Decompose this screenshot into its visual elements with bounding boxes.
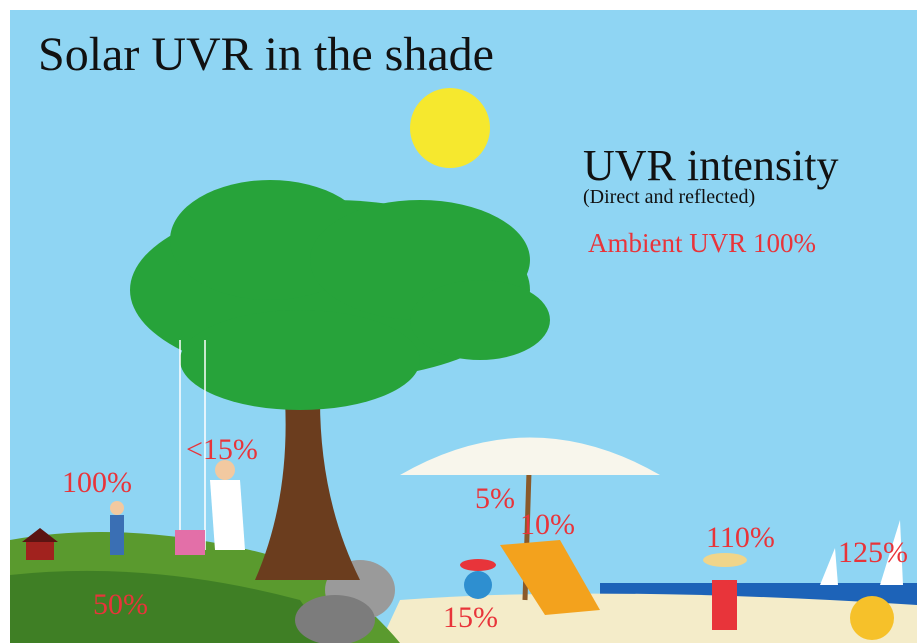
illustration: Solar UVR in the shade UVR intensity (Di… <box>0 0 917 643</box>
uvr-label: 5% <box>475 482 515 515</box>
legend-subheading: (Direct and reflected) <box>583 186 755 208</box>
person-head <box>110 501 124 515</box>
uvr-label: 15% <box>443 601 498 634</box>
ambient-label: Ambient UVR 100% <box>588 228 816 258</box>
woman-swimsuit <box>712 580 737 630</box>
child <box>175 530 205 555</box>
uvr-label: 10% <box>520 508 575 541</box>
sun <box>410 88 490 168</box>
house <box>26 540 54 560</box>
uvr-label: 125% <box>838 536 908 569</box>
person <box>110 515 124 555</box>
title: Solar UVR in the shade <box>38 28 494 81</box>
beach-ball <box>850 596 894 640</box>
hat <box>460 559 496 571</box>
rock <box>295 595 375 643</box>
uvr-label: 50% <box>93 588 148 621</box>
legend-heading: UVR intensity <box>583 141 838 190</box>
uvr-label: 100% <box>62 466 132 499</box>
uvr-label: 110% <box>706 521 775 554</box>
sunhat <box>703 553 747 567</box>
uvr-label: <15% <box>186 433 258 466</box>
woman <box>210 480 245 550</box>
child-beach <box>464 571 492 599</box>
